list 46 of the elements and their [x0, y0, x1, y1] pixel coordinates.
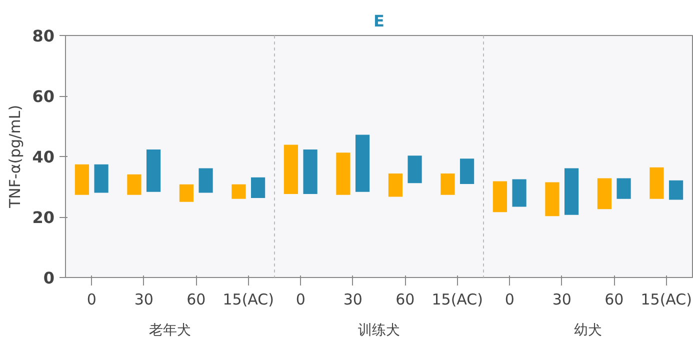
x-tick-label: 60	[604, 290, 624, 308]
bar	[179, 184, 194, 202]
text: 老年犬	[149, 322, 191, 338]
x-tick-label: 30	[134, 290, 154, 308]
y-tick-label: 0	[43, 268, 55, 288]
bar	[127, 174, 142, 195]
bar	[668, 180, 684, 200]
text: 幼犬	[574, 322, 602, 338]
bar	[336, 152, 350, 195]
x-tick-label: 30	[552, 290, 572, 308]
text: 训练犬	[358, 322, 400, 338]
bar	[74, 164, 90, 195]
x-tick-label: 15(AC)	[432, 290, 484, 308]
x-tick-label: 15(AC)	[640, 290, 692, 308]
x-tick-label: 0	[296, 290, 306, 308]
bar	[198, 168, 213, 193]
bar	[650, 167, 664, 199]
x-tick-label: 0	[504, 290, 514, 308]
bar	[597, 178, 612, 210]
bar	[492, 181, 508, 212]
bar	[94, 164, 108, 193]
bar	[564, 168, 579, 215]
x-tick-label: 60	[396, 290, 415, 308]
bar	[146, 150, 161, 192]
bar	[355, 134, 370, 192]
bar	[232, 184, 246, 199]
x-tick-label: 15(AC)	[222, 290, 274, 308]
bar	[284, 144, 298, 194]
x-tick-label: 60	[186, 290, 206, 308]
bar	[440, 173, 455, 195]
y-tick-label: 60	[32, 87, 54, 106]
bar	[250, 177, 266, 198]
bar	[545, 182, 560, 216]
y-tick-label: 80	[32, 26, 54, 46]
y-axis-title: TNF-α(pg/mL)	[6, 104, 24, 210]
chart-title: E	[374, 12, 384, 30]
y-tick-label: 40	[32, 148, 54, 166]
y-tick-label: 20	[32, 208, 54, 227]
bar	[388, 173, 403, 197]
x-tick-label: 30	[343, 290, 362, 308]
bar	[408, 156, 422, 184]
bar	[616, 178, 631, 199]
bar	[512, 179, 526, 207]
x-tick-label: 0	[86, 290, 96, 308]
bar	[460, 158, 474, 184]
bar	[303, 150, 318, 194]
